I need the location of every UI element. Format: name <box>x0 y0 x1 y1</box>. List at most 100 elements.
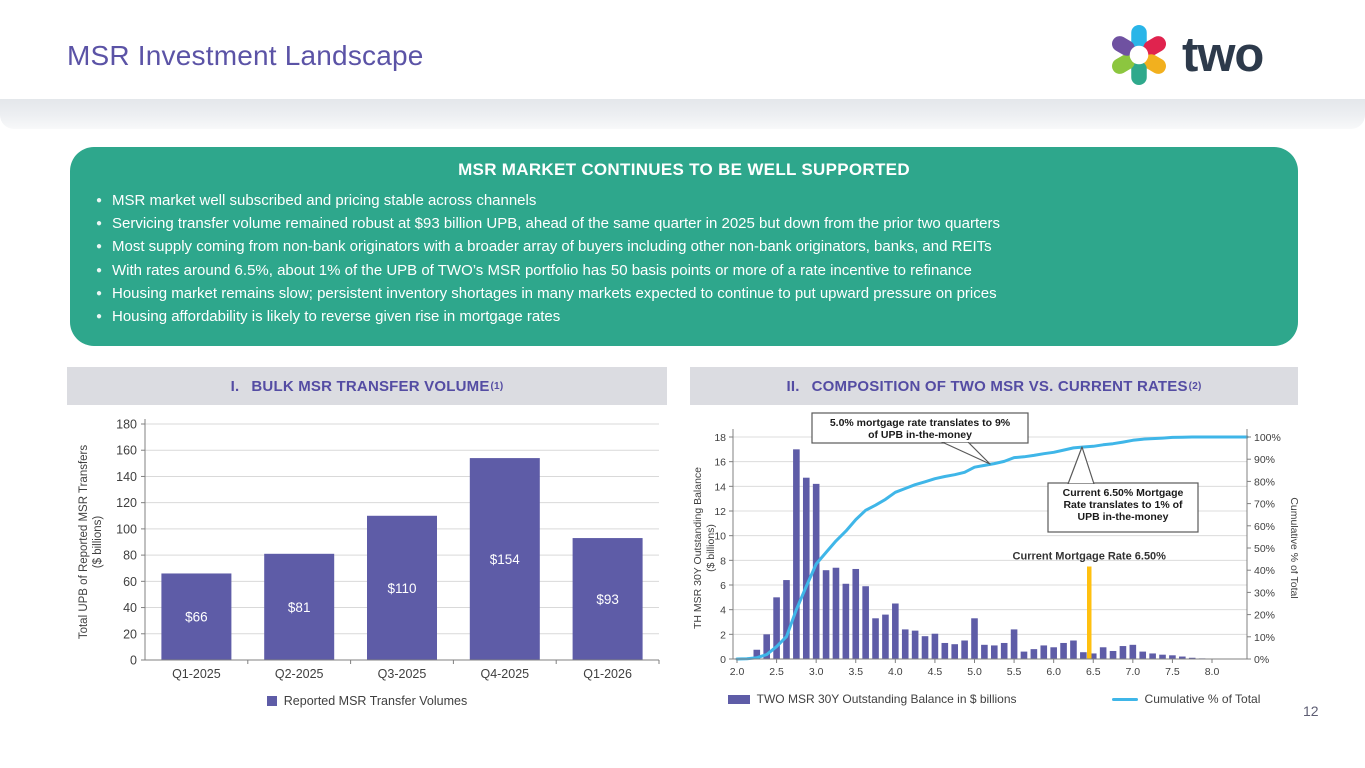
svg-text:70%: 70% <box>1254 499 1275 511</box>
svg-text:$66: $66 <box>185 610 208 625</box>
svg-text:5.0% mortgage rate translates: 5.0% mortgage rate translates to 9% <box>830 417 1011 429</box>
svg-text:Q1-2026: Q1-2026 <box>583 667 632 681</box>
msr-composition-panel: II. COMPOSITION OF TWO MSR VS. CURRENT R… <box>690 367 1298 706</box>
rate-bar <box>1179 656 1186 659</box>
rate-bar <box>802 477 810 659</box>
left-panel-numeral: I. <box>230 377 240 395</box>
bulk-msr-transfer-chart: 0 20 40 60 80 100 120 140 160 180 $66 Q1-2025 $81 Q2-… <box>78 418 660 681</box>
bullet-dot: ● <box>96 287 103 299</box>
rate-bar <box>1099 647 1107 659</box>
svg-text:160: 160 <box>116 444 137 458</box>
rate-bar <box>961 640 968 659</box>
svg-text:12: 12 <box>714 506 726 518</box>
svg-text:7.0: 7.0 <box>1126 666 1141 678</box>
svg-text:100%: 100% <box>1254 432 1281 444</box>
rate-bar <box>763 634 770 659</box>
svg-text:0%: 0% <box>1254 654 1269 666</box>
bullet-text: Most supply coming from non-bank origina… <box>112 238 992 256</box>
svg-text:Q2-2025: Q2-2025 <box>275 667 324 681</box>
bullet-item: ● Servicing transfer volume remained robu… <box>96 212 1268 235</box>
svg-text:Q3-2025: Q3-2025 <box>378 667 427 681</box>
rate-bar <box>783 580 790 659</box>
rate-bar <box>822 570 830 659</box>
rate-bar <box>812 483 820 659</box>
svg-text:$110: $110 <box>387 581 416 596</box>
svg-text:7.5: 7.5 <box>1165 666 1180 678</box>
bar-Q4-2025 <box>469 458 540 660</box>
highlight-panel: MSR MARKET CONTINUES TO BE WELL SUPPORTE… <box>70 147 1298 346</box>
bullet-text: Servicing transfer volume remained robus… <box>112 215 1000 233</box>
svg-text:4.5: 4.5 <box>928 666 943 678</box>
rate-bar <box>1119 646 1127 659</box>
svg-text:120: 120 <box>116 496 137 510</box>
svg-text:Rate translates to 1% of: Rate translates to 1% of <box>1063 499 1183 511</box>
right-panel-numeral: II. <box>786 377 800 395</box>
svg-text:Total UPB of Reported MSR Tran: Total UPB of Reported MSR Transfers <box>78 445 90 640</box>
left-chart-legend: Reported MSR Transfer Volumes <box>67 694 667 708</box>
bullet-dot: ● <box>96 241 103 253</box>
rate-bar <box>1129 644 1137 659</box>
bullet-dot: ● <box>96 311 103 323</box>
legend-label: Reported MSR Transfer Volumes <box>283 694 468 708</box>
bar-Q3-2025 <box>367 515 437 660</box>
rate-bar <box>931 633 939 659</box>
rate-bar <box>1070 640 1077 659</box>
svg-text:Cumulative % of Total: Cumulative % of Total <box>1288 497 1298 598</box>
rate-bar <box>1040 645 1048 659</box>
rate-bar <box>911 630 919 659</box>
svg-text:180: 180 <box>116 418 137 432</box>
bullet-text: With rates around 6.5%, about 1% of the … <box>112 261 972 279</box>
rate-bar <box>901 629 909 659</box>
bullet-item: ● With rates around 6.5%, about 1% of the… <box>96 259 1268 282</box>
svg-text:60: 60 <box>123 575 137 589</box>
svg-text:6: 6 <box>720 580 726 592</box>
svg-text:100: 100 <box>116 522 137 536</box>
svg-text:14: 14 <box>714 481 726 493</box>
bullet-item: ● Most supply coming from non-bank origin… <box>96 235 1268 258</box>
left-panel-footnote-marker: (1) <box>490 380 504 392</box>
rate-bar <box>1050 647 1057 659</box>
brand-logo: two <box>1108 24 1264 86</box>
rate-bar <box>1089 653 1097 659</box>
svg-text:$81: $81 <box>288 600 311 615</box>
rate-bar <box>1020 651 1028 659</box>
right-panel-title: COMPOSITION OF TWO MSR VS. CURRENT RATES <box>811 377 1188 395</box>
svg-text:$93: $93 <box>596 592 619 607</box>
header-divider-band <box>0 99 1365 129</box>
callout-annotation: 5.0% mortgage rate translates to 9%of UP… <box>811 412 1029 465</box>
svg-text:50%: 50% <box>1254 543 1275 555</box>
left-panel-title: BULK MSR TRANSFER VOLUME <box>251 377 490 395</box>
rate-bar <box>1109 650 1117 659</box>
svg-text:40: 40 <box>123 601 137 615</box>
svg-text:0: 0 <box>130 654 137 668</box>
bar-Q1-2026 <box>572 538 643 660</box>
cumulative-line <box>735 435 1249 661</box>
bullet-dot: ● <box>96 218 103 230</box>
bullet-item: ● Housing affordability is likely to reve… <box>96 305 1268 328</box>
svg-text:4.0: 4.0 <box>888 666 903 678</box>
svg-text:20%: 20% <box>1254 610 1275 622</box>
svg-text:5.0: 5.0 <box>967 666 982 678</box>
rate-bar <box>1030 649 1038 659</box>
svg-text:10: 10 <box>714 531 726 543</box>
highlight-title: MSR MARKET CONTINUES TO BE WELL SUPPORTE… <box>458 160 910 179</box>
rate-bar <box>832 567 840 659</box>
svg-text:Q1-2025: Q1-2025 <box>172 667 221 681</box>
right-panel-header: II. COMPOSITION OF TWO MSR VS. CURRENT R… <box>690 367 1298 405</box>
svg-text:6.0: 6.0 <box>1046 666 1061 678</box>
rate-bar <box>1169 655 1176 659</box>
rate-bar <box>941 642 949 659</box>
rate-bar <box>882 614 889 659</box>
svg-text:($ billions): ($ billions) <box>92 516 104 569</box>
bullet-dot: ● <box>96 264 103 276</box>
rate-bar <box>1000 642 1008 659</box>
svg-text:80%: 80% <box>1254 476 1275 488</box>
rate-bar <box>753 649 761 659</box>
rate-bar <box>1080 652 1087 659</box>
svg-text:18: 18 <box>714 432 726 444</box>
rate-bar <box>951 644 959 659</box>
svg-text:Q4-2025: Q4-2025 <box>480 667 529 681</box>
rate-bar <box>892 603 899 659</box>
legend-bar-swatch <box>266 696 277 706</box>
svg-text:2.5: 2.5 <box>769 666 784 678</box>
